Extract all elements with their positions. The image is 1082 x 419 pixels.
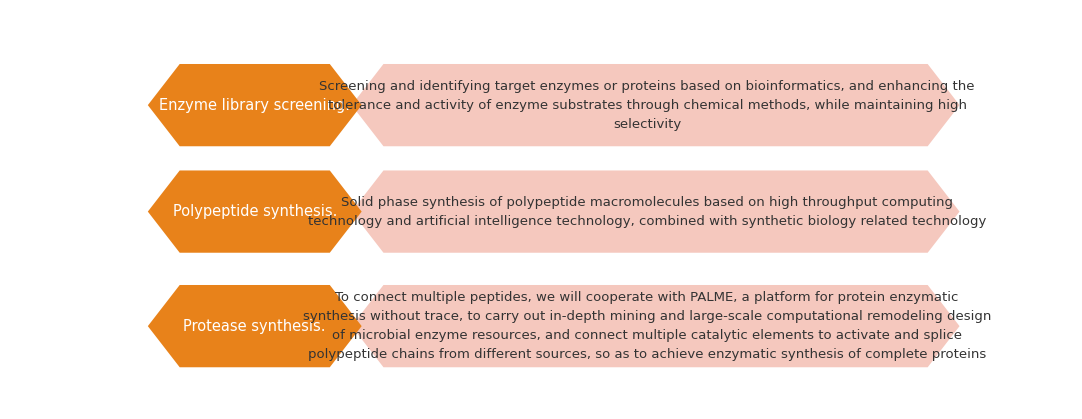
Text: Screening and identifying target enzymes or proteins based on bioinformatics, an: Screening and identifying target enzymes… xyxy=(319,80,975,131)
Text: Solid phase synthesis of polypeptide macromolecules based on high throughput com: Solid phase synthesis of polypeptide mac… xyxy=(308,196,987,228)
Polygon shape xyxy=(352,171,960,253)
Polygon shape xyxy=(352,285,960,367)
Polygon shape xyxy=(148,285,361,367)
Polygon shape xyxy=(352,64,960,146)
Polygon shape xyxy=(148,64,361,146)
Text: Protease synthesis.: Protease synthesis. xyxy=(184,318,326,334)
Text: Polypeptide synthesis.: Polypeptide synthesis. xyxy=(172,204,337,219)
Text: To connect multiple peptides, we will cooperate with PALME, a platform for prote: To connect multiple peptides, we will co… xyxy=(303,291,991,361)
Polygon shape xyxy=(148,171,361,253)
Text: Enzyme library screening.: Enzyme library screening. xyxy=(159,98,351,113)
